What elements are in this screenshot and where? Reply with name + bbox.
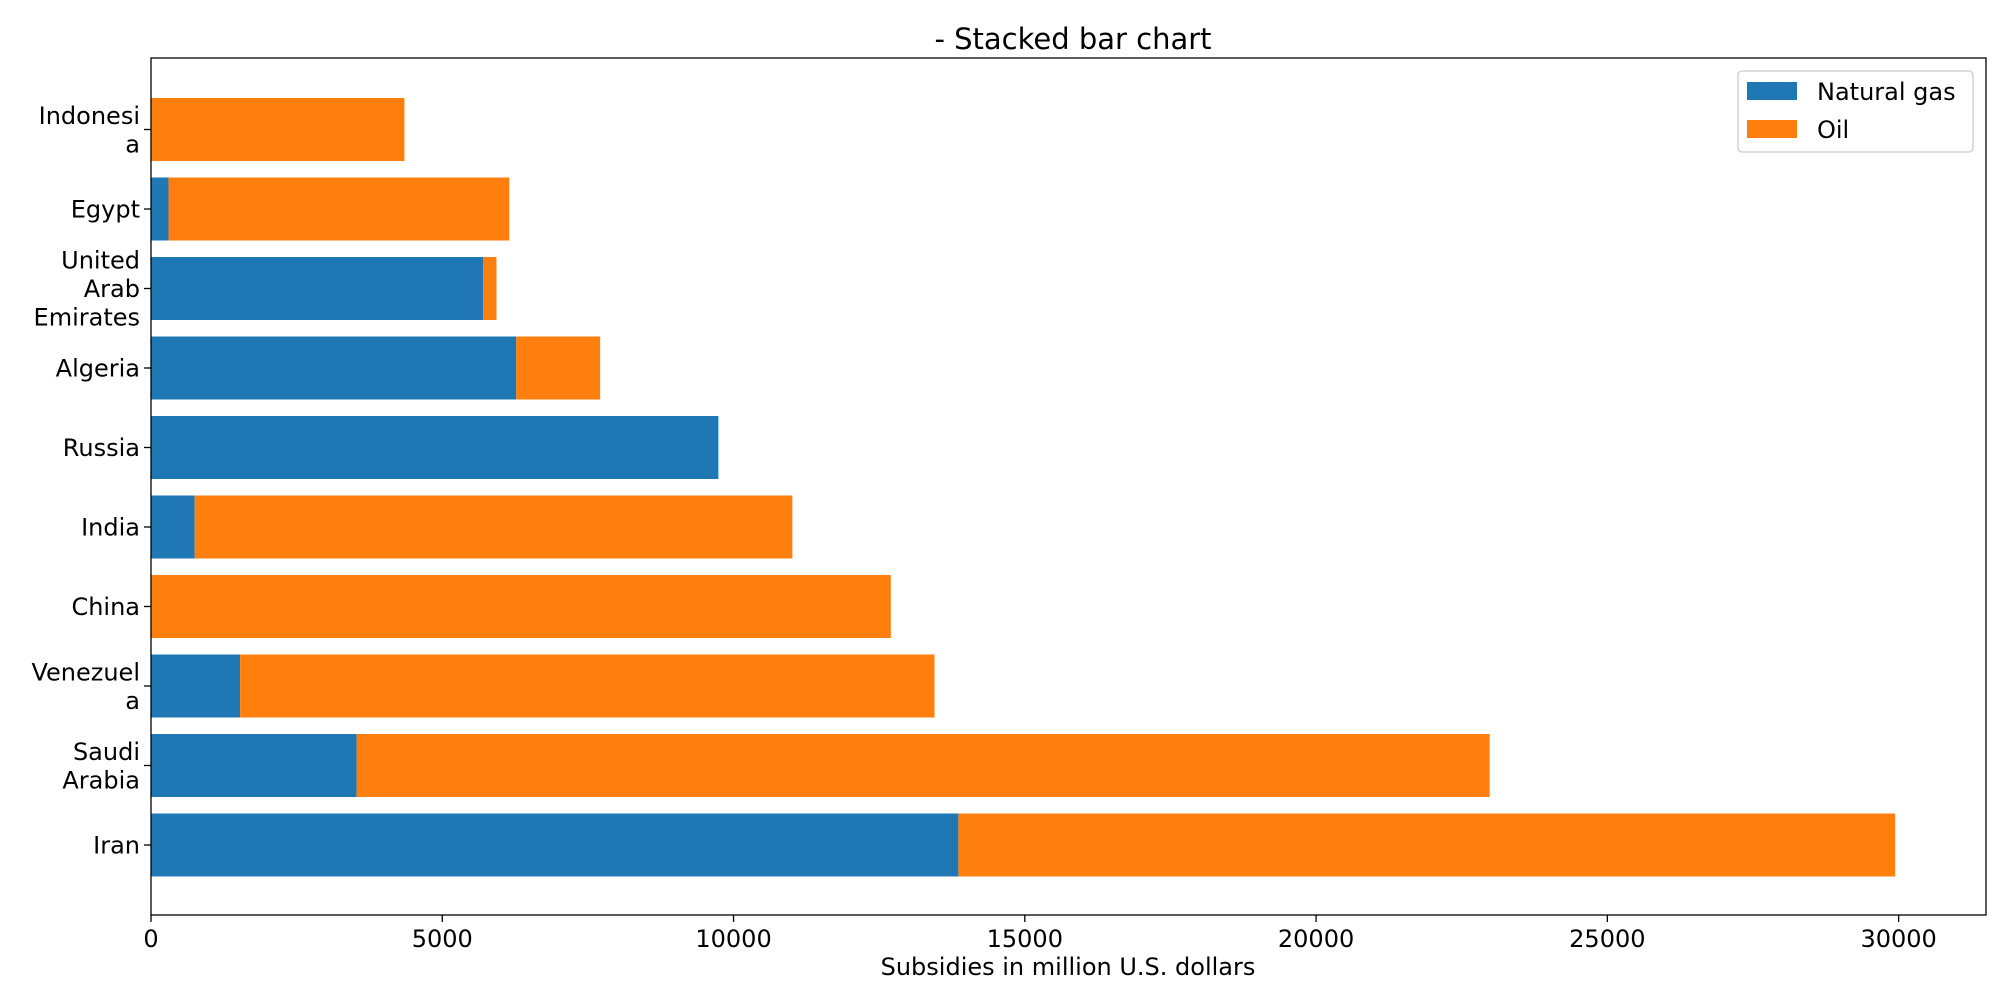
- x-tick-label: 20000: [1278, 925, 1354, 953]
- y-tick-label: Algeria: [56, 355, 140, 383]
- y-tick-label: Venezuel a: [31, 658, 140, 715]
- bar-natural-gas-4: [151, 495, 195, 559]
- legend-label-natural-gas: Natural gas: [1817, 78, 1956, 106]
- bar-natural-gas-8: [151, 177, 169, 241]
- y-axis-ticks: Iran Saudi Arabia Venezuel a China India Russia…: [31, 102, 151, 860]
- legend: Natural gas Oil: [1737, 70, 1974, 153]
- bar-oil-2: [240, 654, 935, 718]
- bar-oil-4: [194, 495, 793, 559]
- bar-oil-6: [516, 336, 601, 400]
- x-tick-label: 0: [143, 925, 158, 953]
- bar-natural-gas-1: [151, 734, 357, 797]
- bar-natural-gas-5: [151, 416, 719, 479]
- bar-natural-gas-6: [151, 336, 517, 400]
- bar-oil-1: [356, 734, 1490, 797]
- bar-natural-gas-2: [151, 654, 241, 718]
- x-tick-label: 25000: [1569, 925, 1645, 953]
- bar-natural-gas-0: [151, 813, 959, 877]
- bar-oil-0: [958, 813, 1896, 877]
- bar-natural-gas-7: [151, 257, 484, 320]
- y-tick-label: United Arab Emirates: [34, 247, 140, 332]
- bars-group: [151, 98, 1896, 877]
- y-tick-label: India: [81, 514, 140, 542]
- legend-swatch-natural-gas: [1747, 82, 1797, 100]
- x-tick-label: 5000: [412, 925, 473, 953]
- plot-frame: [150, 57, 1987, 916]
- y-tick-label: Indonesi a: [39, 102, 140, 159]
- y-tick-label: China: [71, 593, 140, 621]
- bar-oil-8: [168, 177, 510, 241]
- x-tick-label: 15000: [987, 925, 1063, 953]
- x-tick-label: 30000: [1860, 925, 1936, 953]
- bar-oil-7: [483, 257, 497, 320]
- bar-oil-3: [151, 575, 891, 638]
- x-tick-label: 10000: [695, 925, 771, 953]
- y-tick-label: Egypt: [71, 196, 140, 224]
- legend-swatch-oil: [1747, 120, 1797, 138]
- y-tick-label: Iran: [93, 832, 140, 860]
- y-tick-label: Saudi Arabia: [62, 738, 140, 795]
- bar-oil-9: [151, 98, 405, 161]
- x-axis-label: Subsidies in million U.S. dollars: [881, 953, 1256, 981]
- legend-label-oil: Oil: [1817, 116, 1849, 144]
- x-axis-ticks: 0 5000 10000 15000 20000 25000 30000: [143, 915, 1937, 953]
- y-tick-label: Russia: [63, 434, 140, 462]
- chart-title: - Stacked bar chart: [934, 22, 1211, 56]
